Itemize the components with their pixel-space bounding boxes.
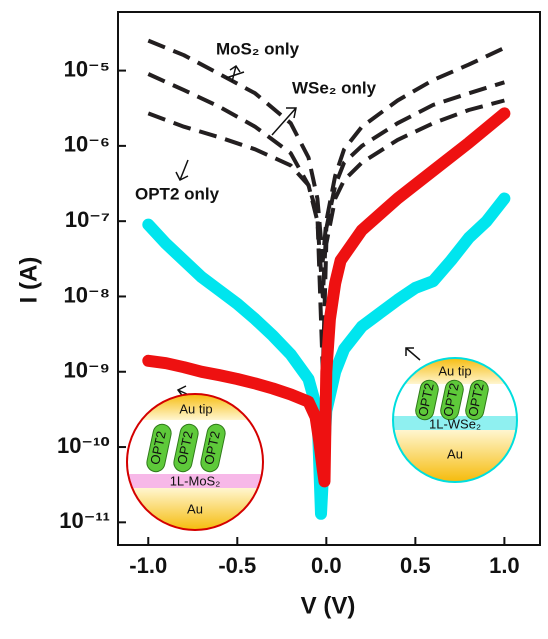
inset-wse2: Au tip OPT2 OPT2 OPT2 1L-WSe₂ Au	[392, 357, 518, 483]
inset-label: Au	[447, 446, 463, 461]
annotation: WSe₂ only	[292, 78, 377, 97]
inset-label: Au	[187, 501, 203, 516]
plot-area	[142, 38, 511, 520]
inset-label: OPT2	[147, 430, 169, 466]
annotation: MoS₂ only	[216, 39, 300, 58]
plot-frame	[117, 11, 541, 546]
inset-label: 1L-WSe₂	[429, 416, 481, 431]
inset-mos2: Au tip OPT2 OPT2 OPT2 1L-MoS₂ Au	[126, 393, 264, 531]
x-tick-label: -0.5	[218, 553, 256, 578]
arrows	[175, 64, 421, 401]
marker-trace	[142, 107, 511, 488]
dashed-line	[147, 72, 505, 299]
y-tick-label: 10⁻⁸	[64, 282, 110, 307]
y-tick-label: 10⁻⁹	[63, 358, 110, 383]
inset-label: OPT2	[415, 382, 437, 418]
y-tick-label: 10⁻⁷	[65, 207, 110, 232]
dashed-line	[147, 98, 505, 374]
inset-label: Au tip	[179, 401, 212, 416]
y-tick-label: 10⁻¹¹	[59, 508, 110, 533]
inset-label: OPT2	[465, 382, 487, 418]
inset-label: Au tip	[438, 363, 471, 378]
inset-label: OPT2	[174, 430, 196, 466]
inset-label: 1L-MoS₂	[170, 473, 221, 488]
annotation: OPT2 only	[135, 184, 220, 203]
x-tick-label: 0.0	[311, 553, 342, 578]
x-tick-label: 0.5	[400, 553, 431, 578]
inset-label: OPT2	[201, 430, 223, 466]
y-tick-label: 10⁻¹⁰	[57, 433, 110, 458]
x-tick-label: 1.0	[489, 553, 520, 578]
inset-label: OPT2	[440, 382, 462, 418]
y-tick-label: 10⁻⁵	[64, 56, 110, 81]
x-tick-label: -1.0	[129, 553, 167, 578]
x-axis-label: V (V)	[301, 592, 356, 619]
y-tick-label: 10⁻⁶	[64, 132, 110, 157]
y-axis-label: I (A)	[15, 257, 42, 304]
